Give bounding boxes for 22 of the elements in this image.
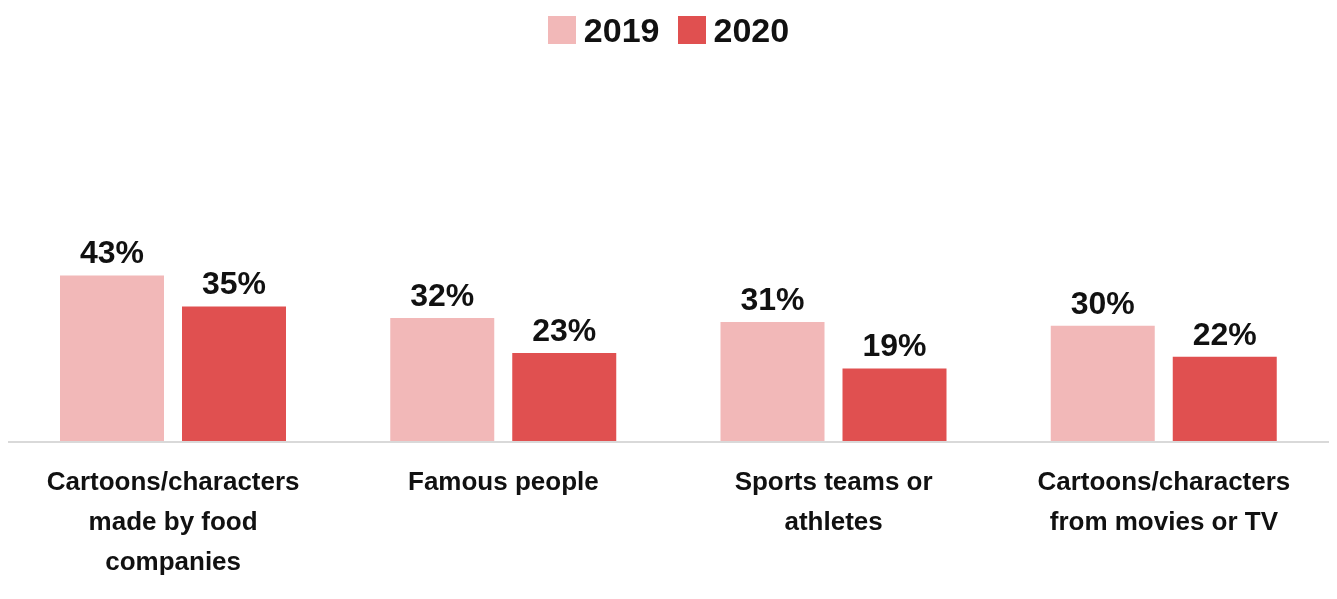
x-tick-label: Cartoons/characters from movies or TV bbox=[1037, 466, 1291, 536]
data-label: 30% bbox=[1070, 284, 1135, 321]
bar bbox=[512, 352, 617, 442]
bar bbox=[1050, 325, 1155, 442]
data-label: 32% bbox=[410, 277, 475, 314]
bar bbox=[182, 306, 286, 442]
data-label: 31% bbox=[740, 280, 805, 317]
data-label: 43% bbox=[79, 234, 145, 271]
data-label: 19% bbox=[862, 327, 927, 364]
data-label: 22% bbox=[1192, 315, 1257, 352]
legend-label: 2019 bbox=[583, 10, 660, 50]
bar bbox=[1172, 356, 1277, 442]
bar bbox=[842, 368, 947, 442]
x-tick-label: Cartoons/characters made by food companies bbox=[46, 466, 300, 576]
bar bbox=[390, 318, 495, 442]
data-label: 35% bbox=[201, 265, 267, 302]
bar bbox=[60, 275, 164, 442]
data-label: 23% bbox=[532, 311, 597, 348]
legend-label: 2020 bbox=[713, 10, 790, 50]
x-tick-label: Famous people bbox=[408, 466, 599, 496]
x-tick-label: Sports teams or athletes bbox=[734, 466, 933, 536]
bar bbox=[720, 321, 825, 442]
